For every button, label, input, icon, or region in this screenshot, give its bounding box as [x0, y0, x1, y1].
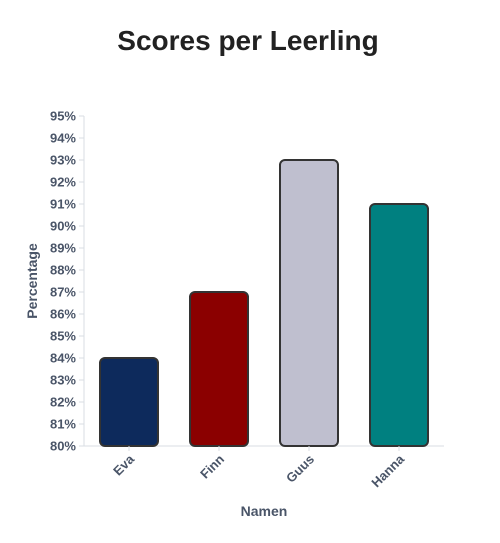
bar-hanna	[369, 203, 429, 447]
y-tick-label: 92%	[50, 175, 76, 190]
y-tick-label: 85%	[50, 329, 76, 344]
y-axis-title: Percentage	[24, 243, 40, 319]
x-axis-title: Namen	[241, 503, 288, 519]
bar-eva	[99, 357, 159, 447]
y-axis-ticks: 80% 81% 82% 83% 84% 85% 86% 87% 88% 89% 90% 91% 92% 9…	[50, 109, 84, 454]
y-tick-label: 84%	[50, 351, 76, 366]
bar-finn	[189, 291, 249, 447]
y-tick-label: 80%	[50, 439, 76, 454]
y-tick-label: 95%	[50, 109, 76, 124]
y-tick-label: 91%	[50, 197, 76, 212]
y-tick-label: 86%	[50, 307, 76, 322]
x-tick-label: Guus	[283, 452, 317, 486]
y-tick-label: 89%	[50, 241, 76, 256]
x-tick-label: Finn	[197, 451, 227, 481]
bars-group	[99, 159, 429, 447]
y-tick-label: 94%	[50, 131, 76, 146]
x-axis-ticks: Eva Finn Guus Hanna	[110, 446, 408, 490]
y-tick-label: 81%	[50, 417, 76, 432]
chart-title: Scores per Leerling	[117, 25, 378, 56]
y-tick-label: 93%	[50, 153, 76, 168]
y-tick-label: 87%	[50, 285, 76, 300]
y-tick-label: 90%	[50, 219, 76, 234]
x-tick-label: Hanna	[368, 451, 407, 490]
y-tick-label: 83%	[50, 373, 76, 388]
y-tick-label: 82%	[50, 395, 76, 410]
x-tick-label: Eva	[110, 451, 138, 479]
y-tick-label: 88%	[50, 263, 76, 278]
bar-guus	[279, 159, 339, 447]
